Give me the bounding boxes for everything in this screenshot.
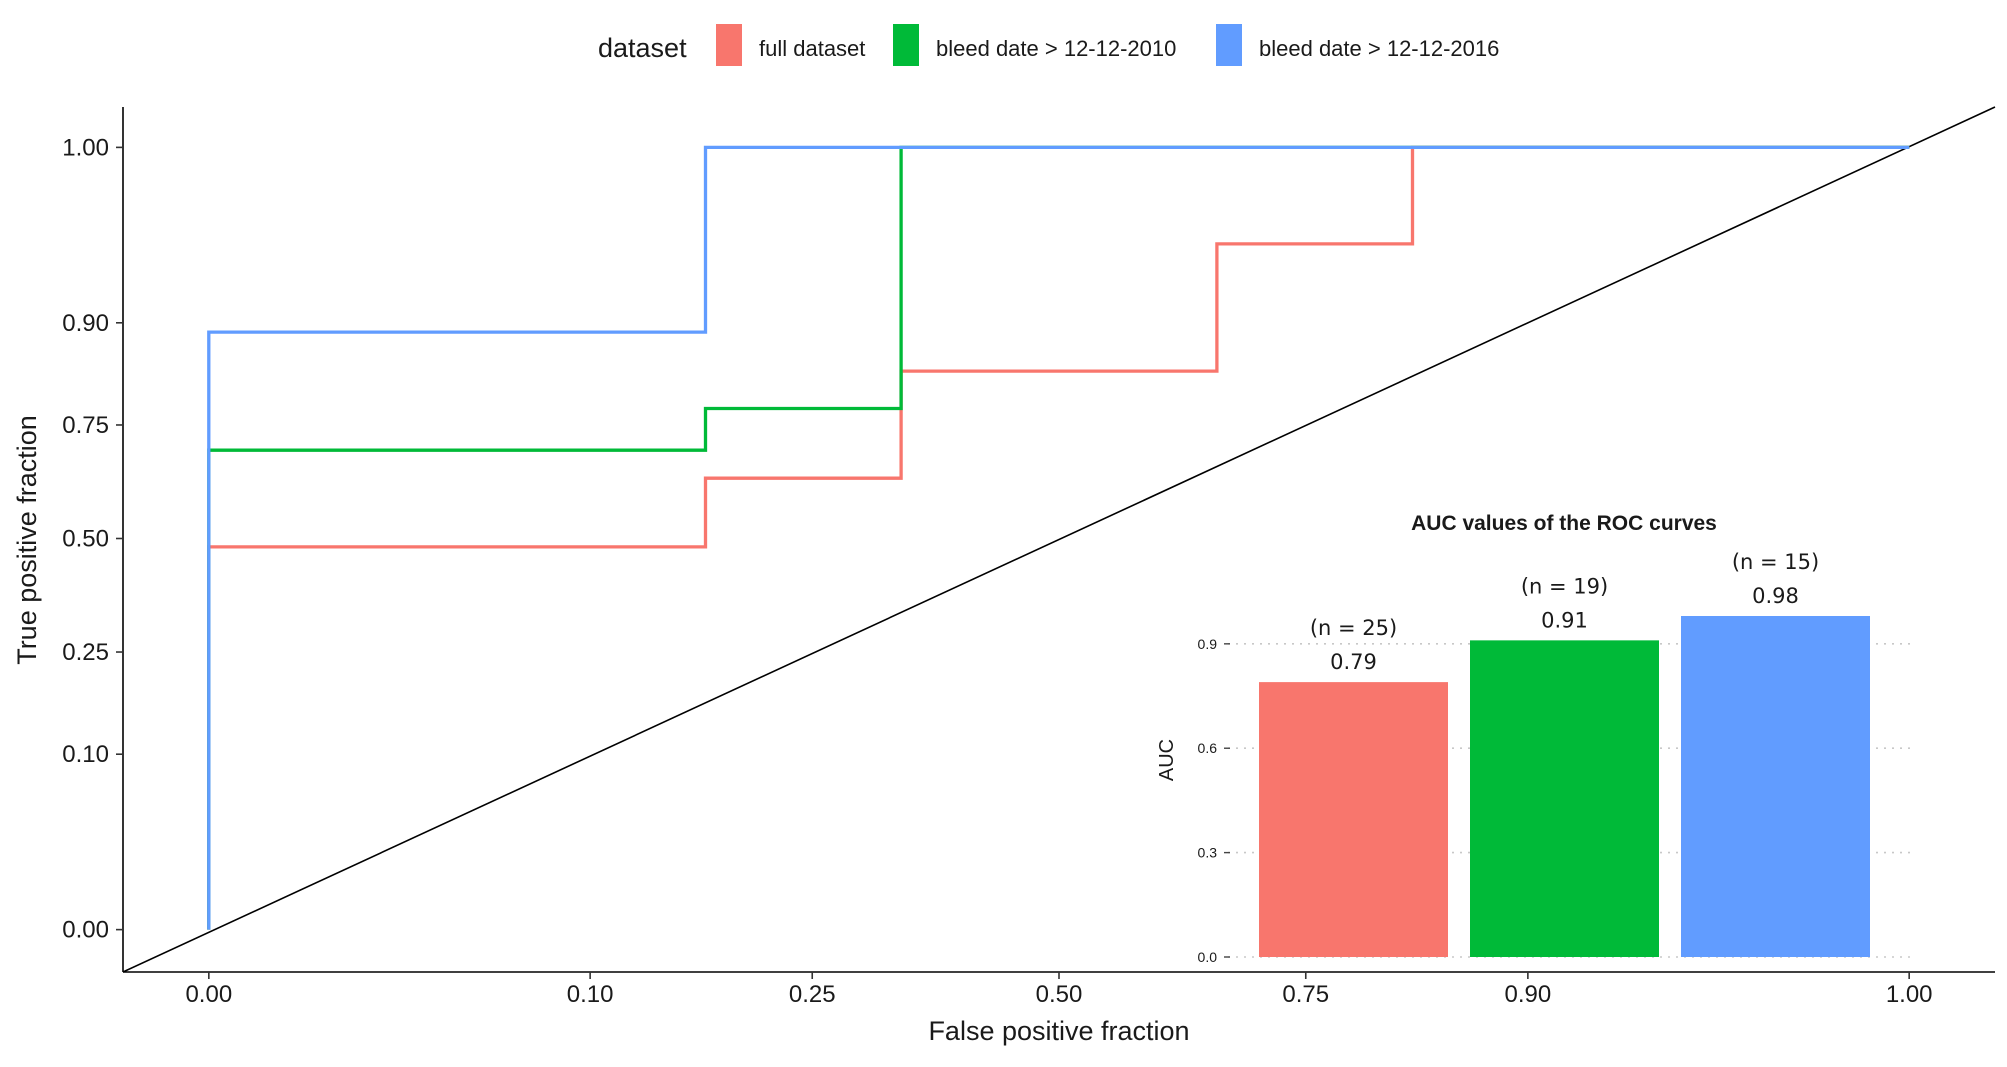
x-tick-label: 0.90 — [1505, 981, 1552, 1008]
x-tick-label: 1.00 — [1886, 981, 1933, 1008]
auc-count-label-3: (n = 15) — [1732, 550, 1819, 574]
inset-y-tick-label: 0.9 — [1198, 636, 1218, 652]
y-tick-label: 0.75 — [62, 412, 109, 439]
legend: dataset full dataset bleed date > 12-12-20… — [598, 24, 1499, 66]
legend-key-1 — [716, 24, 742, 66]
y-tick-label: 0.25 — [62, 639, 109, 666]
auc-value-label-3: 0.98 — [1752, 584, 1799, 608]
inset-y-axis-title: AUC — [1156, 739, 1178, 781]
auc-count-label-1: (n = 25) — [1310, 616, 1397, 640]
roc-plot: 0.00 0.10 0.25 0.50 0.75 0.90 1.00 0.00 0.10 0.25… — [12, 106, 1996, 1046]
auc-bar-2 — [1470, 640, 1659, 957]
y-axis-title: True positive fraction — [12, 415, 42, 665]
x-tick-label: 0.10 — [567, 981, 614, 1008]
roc-curve-3 — [207, 145, 1910, 930]
x-tick-label: 0.75 — [1282, 981, 1329, 1008]
y-tick-label: 0.00 — [62, 917, 109, 944]
auc-value-label-1: 0.79 — [1330, 650, 1377, 674]
x-axis-title: False positive fraction — [928, 1016, 1189, 1046]
inset-title: AUC values of the ROC curves — [1411, 512, 1717, 535]
inset-y-tick-label: 0.6 — [1198, 740, 1218, 756]
legend-title: dataset — [598, 33, 687, 63]
x-tick-label: 0.25 — [789, 981, 836, 1008]
legend-key-3 — [1216, 24, 1242, 66]
legend-label-2: bleed date > 12-12-2010 — [936, 36, 1176, 61]
x-tick-label: 0.00 — [185, 981, 232, 1008]
reference-diagonal-line — [122, 106, 1996, 973]
legend-label-1: full dataset — [759, 36, 865, 61]
auc-value-label-2: 0.91 — [1541, 608, 1588, 632]
inset-y-tick-label: 0.0 — [1198, 949, 1218, 965]
legend-key-2 — [893, 24, 919, 66]
y-tick-label: 0.50 — [62, 526, 109, 553]
legend-label-3: bleed date > 12-12-2016 — [1259, 36, 1499, 61]
auc-inset-plot: AUC values of the ROC curves 0.0 0.3 0.6 0.9… — [1156, 512, 1910, 965]
x-tick-label: 0.50 — [1036, 981, 1083, 1008]
y-tick-label: 0.90 — [62, 310, 109, 337]
auc-bar-1 — [1259, 682, 1448, 957]
auc-bar-3 — [1681, 616, 1870, 957]
y-tick-label: 0.10 — [62, 741, 109, 768]
inset-y-tick-label: 0.3 — [1198, 845, 1218, 861]
auc-count-label-2: (n = 19) — [1521, 574, 1608, 598]
y-tick-label: 1.00 — [62, 134, 109, 161]
